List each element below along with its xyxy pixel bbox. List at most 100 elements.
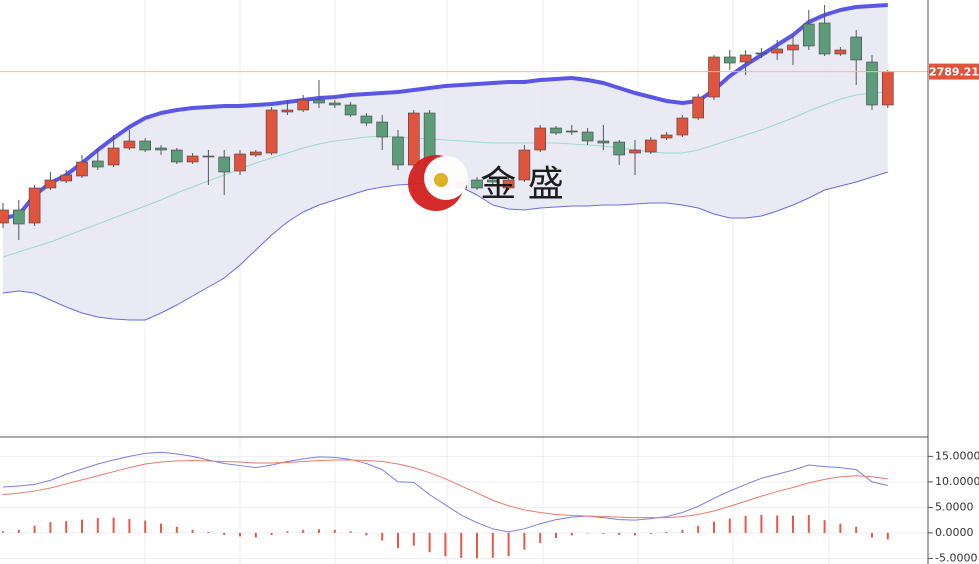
macd-bar <box>728 518 731 533</box>
candle-body <box>597 140 610 144</box>
candle-body <box>139 140 151 151</box>
macd-bar <box>744 516 747 533</box>
macd-bar <box>302 529 305 533</box>
macd-bar <box>523 532 526 550</box>
candle-body <box>186 155 199 163</box>
macd-bar <box>570 532 573 536</box>
candle-body <box>644 139 657 153</box>
candle-body <box>0 209 9 224</box>
last-price-label: 2789.21 <box>929 66 979 79</box>
candle-body <box>123 140 136 149</box>
candle-body <box>202 155 215 158</box>
macd-bar <box>555 532 557 538</box>
candle-body <box>281 109 294 113</box>
candle-body <box>471 179 483 189</box>
macd-bar <box>349 531 352 533</box>
macd-bar <box>365 532 368 536</box>
macd-line <box>2 459 888 519</box>
macd-bar <box>807 515 810 533</box>
candle-body <box>328 102 341 106</box>
macd-bar <box>823 520 826 533</box>
macd-bar <box>112 517 115 533</box>
macd-bar <box>239 532 241 537</box>
candle-body <box>297 99 310 111</box>
macd-bar <box>2 531 4 533</box>
macd-bar <box>760 515 763 533</box>
macd-bar <box>792 515 794 533</box>
y-tick-label: -5.0000 <box>935 551 977 564</box>
macd-bar <box>697 525 700 533</box>
macd-bar <box>33 525 36 533</box>
candle-body <box>629 149 641 154</box>
macd-bar <box>223 532 226 535</box>
macd-bar <box>175 526 178 533</box>
candle-body <box>565 130 578 133</box>
macd-bar <box>681 529 684 533</box>
candle-body <box>692 96 705 119</box>
candle-body <box>502 179 515 189</box>
macd-bar <box>254 532 257 538</box>
candle-body <box>581 131 594 142</box>
candle-body <box>802 23 815 47</box>
macd-bar <box>886 532 889 540</box>
band-line <box>2 91 888 258</box>
macd-bar <box>871 532 873 538</box>
macd-bar <box>491 532 494 558</box>
macd-bar <box>855 526 858 533</box>
candle-body <box>13 209 25 225</box>
candle-body <box>44 179 57 189</box>
candle-body <box>218 156 230 173</box>
macd-bar <box>160 523 162 533</box>
macd-bar <box>96 518 99 533</box>
candle-body <box>518 149 531 181</box>
y-tick-label: 10.0000 <box>935 475 979 488</box>
candle-body <box>755 52 768 55</box>
candle-body <box>613 141 626 156</box>
macd-bar <box>381 532 384 541</box>
candle-body <box>739 54 752 63</box>
candle-body <box>313 99 325 104</box>
macd-bar <box>128 519 131 533</box>
candle-body <box>771 48 784 54</box>
macd-bar <box>397 532 399 549</box>
candle-body <box>60 174 73 182</box>
candle-body <box>676 117 689 136</box>
macd-bar <box>476 532 478 559</box>
macd-bar <box>444 532 447 557</box>
candle-body <box>265 109 278 154</box>
macd-bar <box>602 532 605 534</box>
y-tick-label: 5.0000 <box>935 500 974 513</box>
watermark-text: 金 盛 <box>480 164 563 205</box>
candle-body <box>92 160 104 168</box>
macd-bar <box>207 531 210 533</box>
y-tick-label: 0.0000 <box>935 526 974 539</box>
macd-bar <box>191 529 194 533</box>
macd-bar <box>49 522 52 533</box>
candle-body <box>818 22 831 55</box>
candle-body <box>234 153 246 172</box>
candle-body <box>534 127 547 151</box>
candle-body <box>881 71 894 106</box>
candle-body <box>660 134 673 139</box>
macd-bar <box>81 519 83 533</box>
last-price-box <box>929 63 979 80</box>
macd-bar <box>460 532 463 558</box>
candle-body <box>834 49 847 55</box>
macd-line <box>2 451 888 533</box>
candle-body <box>850 36 863 61</box>
macd-bar <box>428 532 431 553</box>
macd-bar <box>270 532 273 535</box>
candle-body <box>486 179 499 183</box>
candle-body <box>155 147 167 151</box>
candle-body <box>866 61 878 106</box>
macd-bar <box>318 529 320 533</box>
y-tick-label: 15.0000 <box>935 449 979 462</box>
macd-bar <box>839 523 842 533</box>
macd-bar <box>286 531 289 533</box>
macd-bar <box>17 529 20 533</box>
macd-pane: 15.0000 10.0000 5.0000 0.0000 -5.0000 <box>0 449 979 564</box>
macd-bar <box>144 520 147 533</box>
candle-body <box>723 56 736 64</box>
